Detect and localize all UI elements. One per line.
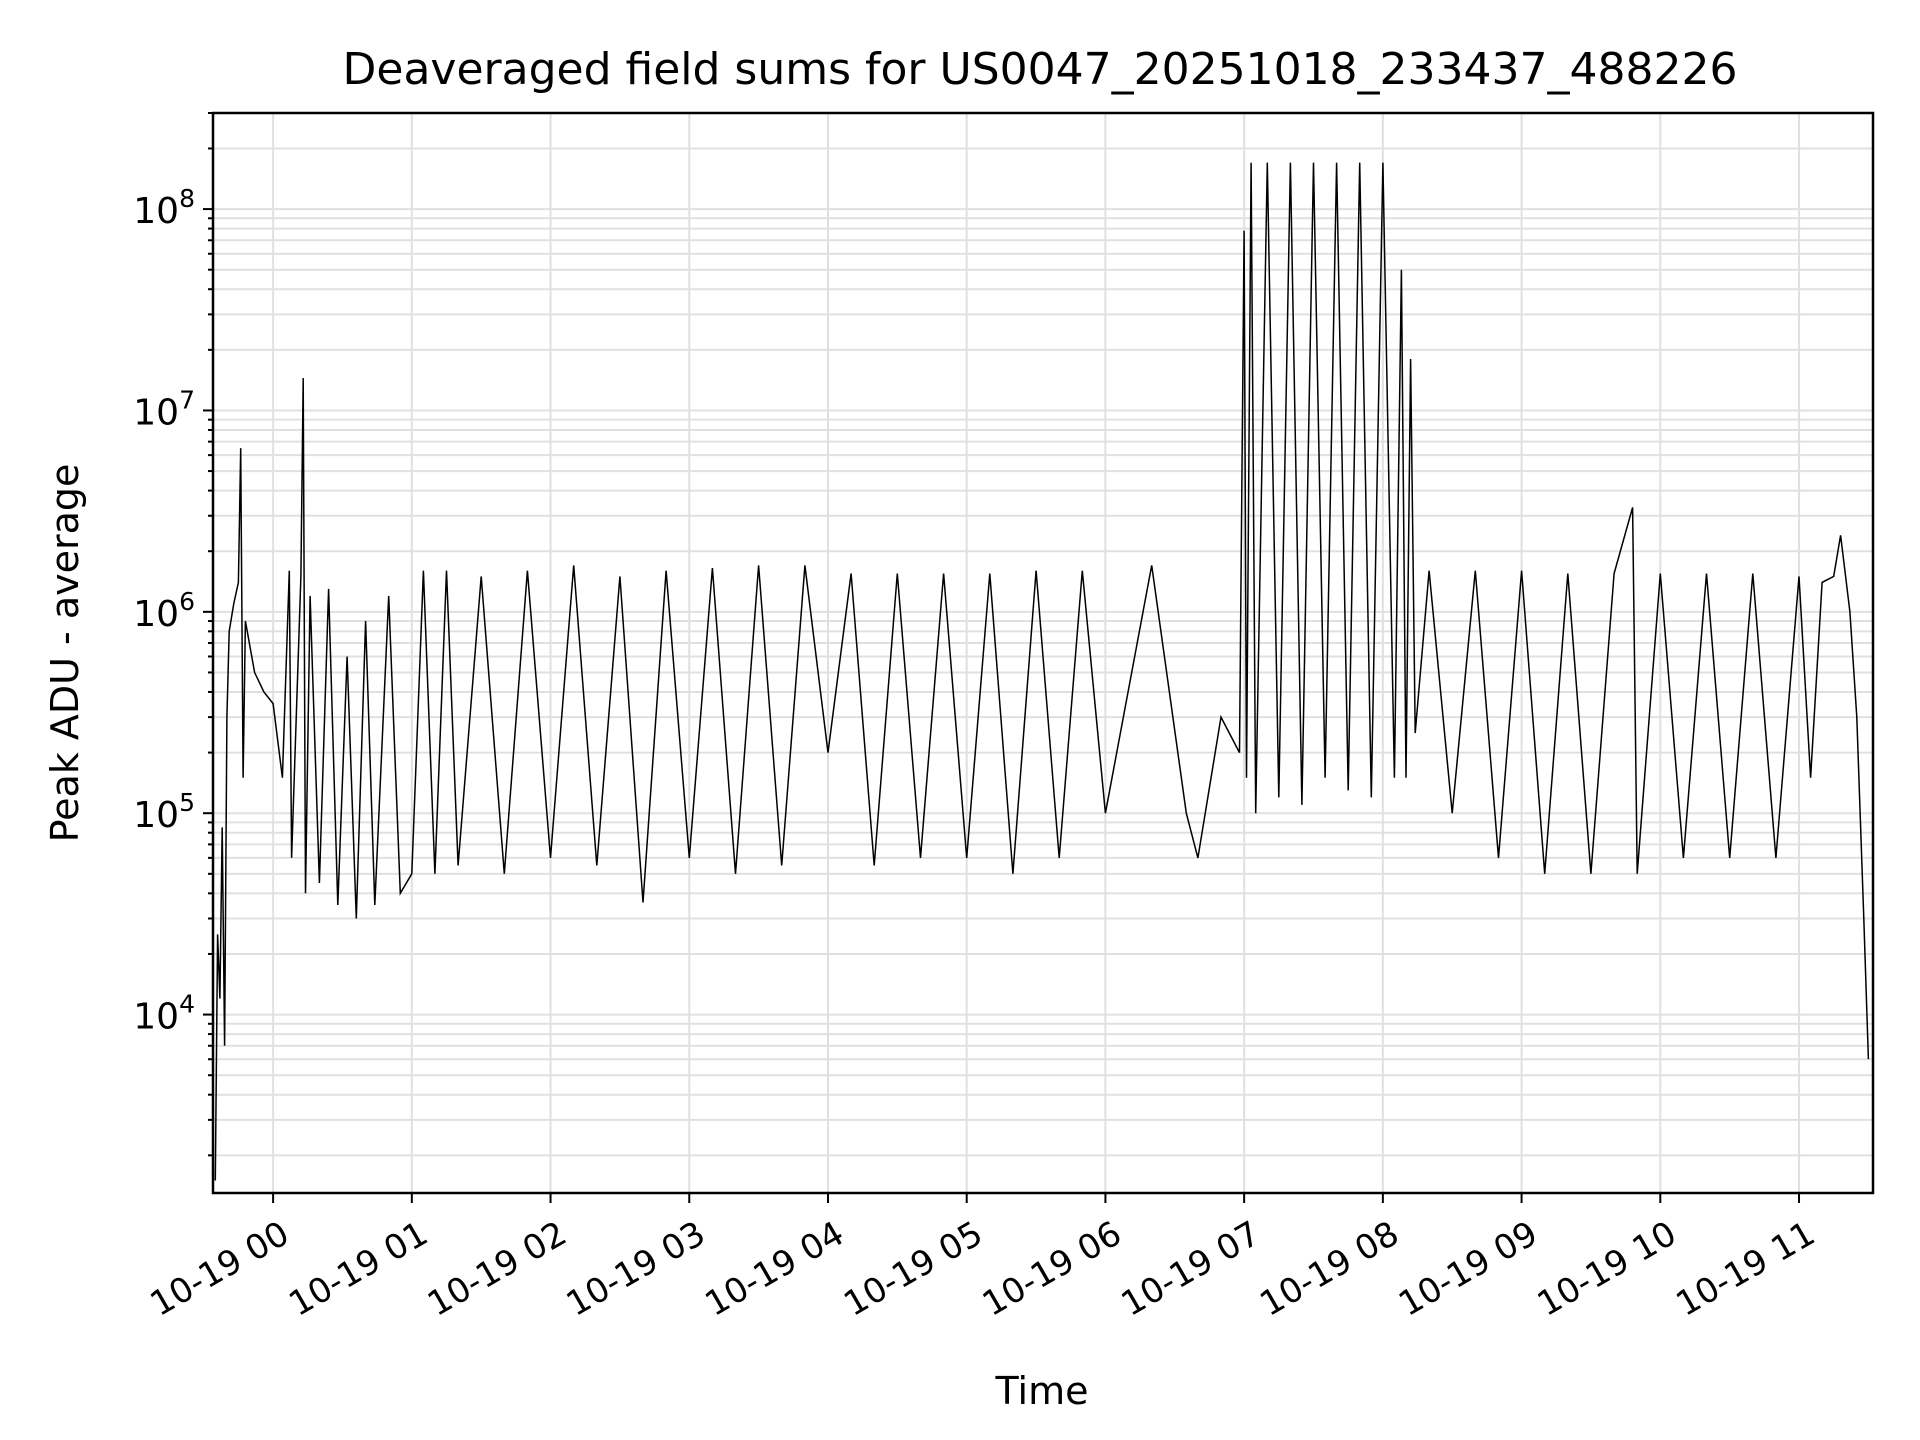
y-tick-label: 104 xyxy=(133,990,195,1038)
y-tick-label: 107 xyxy=(133,385,195,433)
grid-lines xyxy=(213,112,1873,1193)
series-layer xyxy=(214,162,1870,1181)
y-tick-label: 105 xyxy=(133,788,195,836)
plot-frame xyxy=(211,111,1875,1195)
y-tick-label: 106 xyxy=(133,587,195,635)
series-line-0 xyxy=(214,162,1870,1181)
chart-title: Deaveraged field sums for US0047_2025101… xyxy=(343,44,1738,95)
y-tick-label: 108 xyxy=(133,184,195,232)
x-axis-label: Time xyxy=(995,1369,1089,1413)
y-axis-label: Peak ADU - average xyxy=(43,464,87,843)
y-axis: 104 105 106 107 108 xyxy=(133,112,213,1157)
